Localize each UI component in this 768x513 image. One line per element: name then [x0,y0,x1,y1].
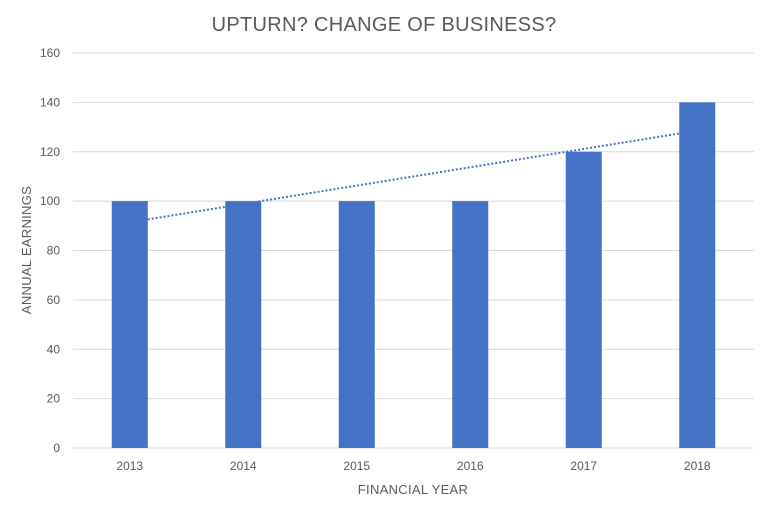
y-tick-label: 20 [47,392,61,406]
trendline [147,132,680,221]
bar-2016 [452,201,489,448]
bar-2014 [225,201,262,448]
x-tick-label: 2016 [457,459,484,473]
x-axis-ticks: 2013 2014 2015 2016 2017 2018 [116,459,711,473]
bar-2018 [679,102,716,448]
y-tick-label: 60 [47,293,61,307]
x-tick-label: 2017 [570,459,597,473]
bar-2015 [338,201,375,448]
y-tick-label: 100 [40,194,60,208]
trendline-layer [147,132,680,221]
x-tick-label: 2018 [684,459,711,473]
x-axis-title: FINANCIAL YEAR [358,482,468,497]
y-tick-label: 80 [47,244,61,258]
y-axis-ticks: 0 20 40 60 80 100 120 140 160 [40,46,60,455]
x-tick-label: 2015 [343,459,370,473]
bar-2013 [111,201,148,448]
y-tick-label: 40 [47,342,61,356]
y-tick-label: 160 [40,46,60,60]
bars [111,102,716,448]
gridlines [73,52,754,449]
bar-2017 [565,151,602,448]
y-tick-label: 120 [40,145,60,159]
y-tick-label: 0 [53,441,60,455]
x-tick-label: 2013 [116,459,143,473]
y-tick-label: 140 [40,95,60,109]
x-tick-label: 2014 [230,459,257,473]
chart-title: UPTURN? CHANGE OF BUSINESS? [212,14,557,36]
y-axis-title: ANNUAL EARNINGS [19,186,34,314]
